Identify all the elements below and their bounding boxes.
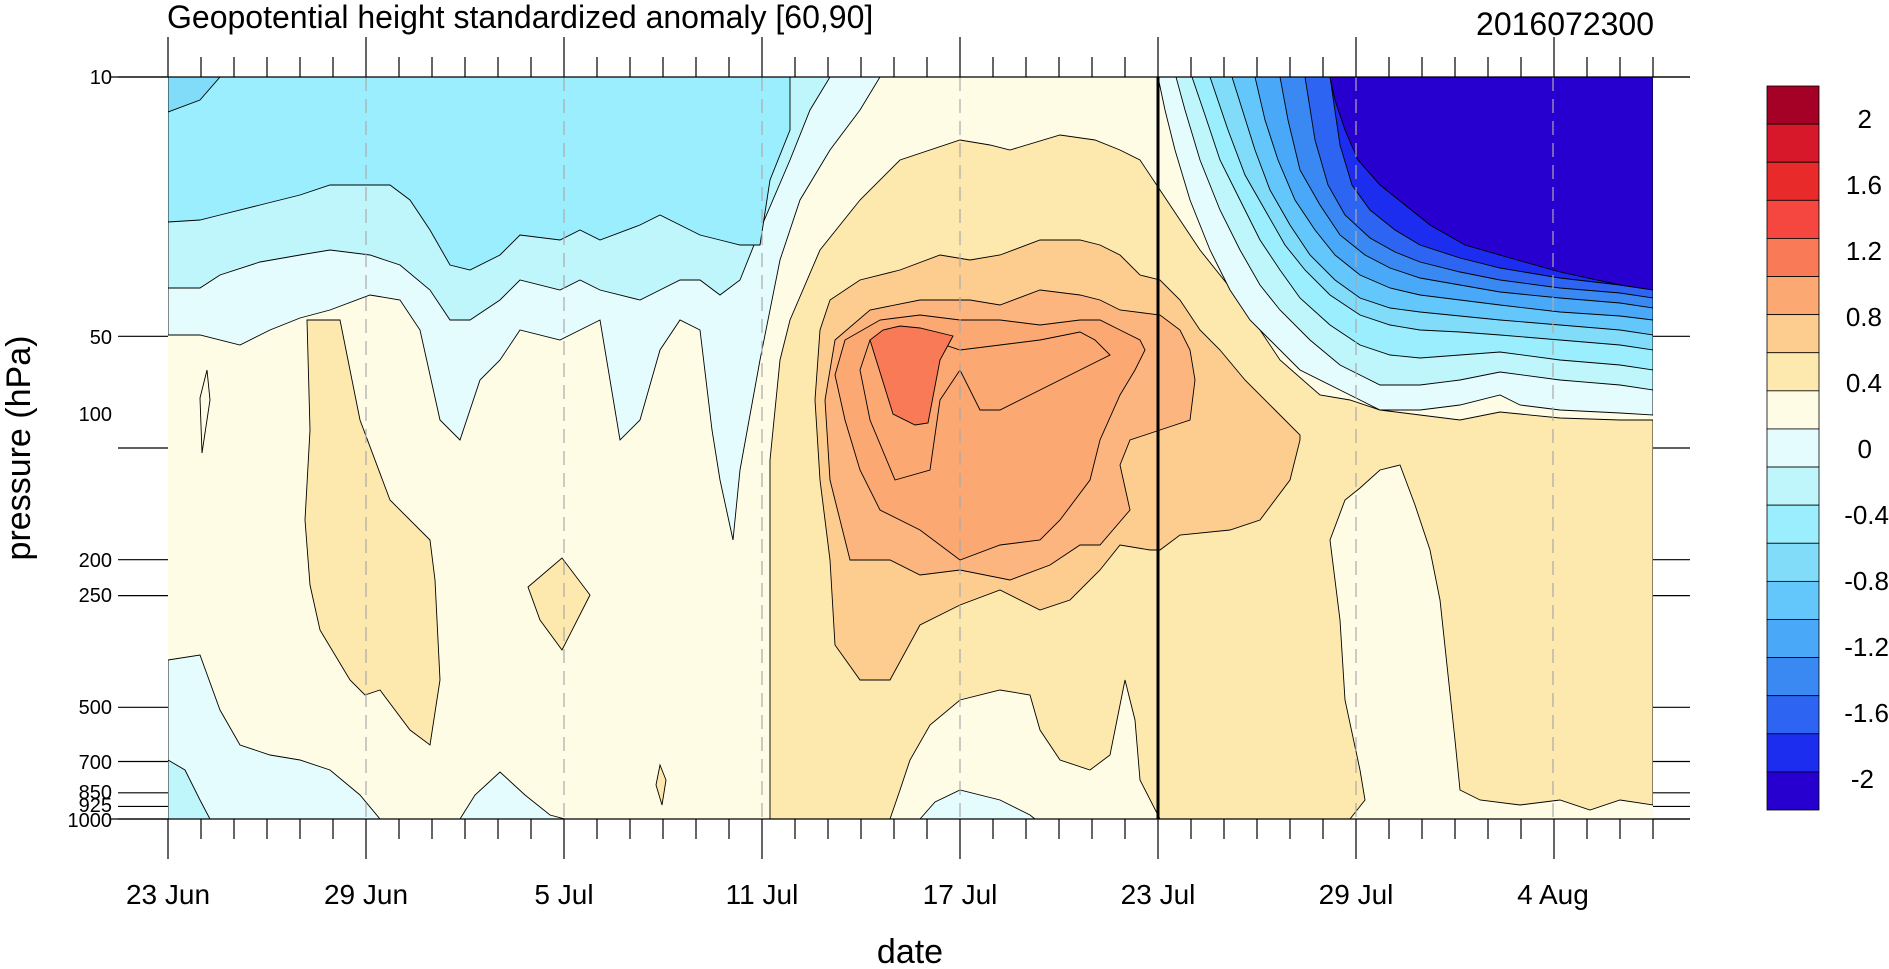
colorbar-label: -0.8 xyxy=(1844,566,1889,596)
contour-small-left xyxy=(199,369,211,454)
colorbar xyxy=(1766,85,1820,811)
colorbar-label: -0.4 xyxy=(1844,500,1889,530)
y-tick-label: 925 xyxy=(79,795,112,817)
y-tick-label: 250 xyxy=(79,585,112,607)
x-axis-ticks xyxy=(167,37,1654,859)
y-tick-label: 10 xyxy=(90,67,112,89)
y-tick-label: 500 xyxy=(79,697,112,719)
colorbar-swatch xyxy=(1766,276,1820,316)
colorbar-label: -1.2 xyxy=(1844,632,1889,662)
colorbar-label: 2 xyxy=(1858,104,1872,134)
colorbar-label: 1.6 xyxy=(1846,170,1882,200)
x-tick-label: 23 Jul xyxy=(1121,879,1196,910)
colorbar-label: 0.8 xyxy=(1846,302,1882,332)
colorbar-swatch xyxy=(1766,428,1820,468)
y-axis-title: pressure (hPa) xyxy=(0,336,38,561)
y-tick-label: 1000 xyxy=(68,810,113,832)
colorbar-label: 1.2 xyxy=(1846,236,1882,266)
colorbar-labels: 2 1.6 1.2 0.8 0.4 0 -0.4 -0.8 -1.2 -1.6 … xyxy=(1844,104,1889,794)
contour-region-pos-left-1 xyxy=(304,319,441,746)
chart-timestamp: 2016072300 xyxy=(1476,6,1654,42)
x-tick-label: 29 Jun xyxy=(324,879,408,910)
y-axis-ticks xyxy=(118,76,1690,820)
colorbar-swatch xyxy=(1766,657,1820,697)
colorbar-swatch xyxy=(1766,238,1820,277)
x-tick-label: 17 Jul xyxy=(923,879,998,910)
date-gridlines xyxy=(365,77,1554,819)
colorbar-label: -1.6 xyxy=(1844,698,1889,728)
colorbar-swatch xyxy=(1766,352,1820,392)
x-tick-label: 5 Jul xyxy=(534,879,593,910)
contour-region-neg-bottom-2 xyxy=(168,759,211,819)
contour-region-0-pocket xyxy=(889,679,1161,819)
contour-region-pos-left-2 xyxy=(527,557,591,651)
y-tick-label: 700 xyxy=(79,752,112,774)
colorbar-swatch xyxy=(1766,771,1820,811)
colorbar-swatch xyxy=(1766,542,1820,582)
x-tick-label: 4 Aug xyxy=(1517,879,1589,910)
y-tick-label: 200 xyxy=(79,550,112,572)
x-axis-title: date xyxy=(877,933,943,969)
colorbar-label: 0.4 xyxy=(1846,368,1882,398)
y-tick-labels: 10 50 100 200 250 500 700 850 925 1000 xyxy=(68,67,113,832)
colorbar-swatch xyxy=(1766,619,1820,658)
colorbar-swatch xyxy=(1766,161,1820,201)
colorbar-label: 0 xyxy=(1858,434,1872,464)
contour-region-neg-bottom xyxy=(168,654,381,819)
y-tick-label: 850 xyxy=(79,782,112,804)
axes-frame xyxy=(110,76,1690,820)
chart-title: Geopotential height standardized anomaly… xyxy=(167,0,873,35)
contour-region-neg-0.6 xyxy=(168,77,791,271)
x-tick-label: 11 Jul xyxy=(726,879,799,910)
x-tick-label: 29 Jul xyxy=(1319,879,1394,910)
colorbar-swatch xyxy=(1766,733,1820,773)
contour-region-neg-0.8 xyxy=(168,77,221,113)
colorbar-swatch xyxy=(1766,390,1820,430)
x-tick-label: 23 Jun xyxy=(126,879,210,910)
contour-region-pos-left-3 xyxy=(655,763,667,806)
colorbar-swatch xyxy=(1766,504,1820,544)
contour-region-pos-1.2 xyxy=(869,325,954,426)
y-tick-label: 50 xyxy=(90,327,112,349)
colorbar-swatch xyxy=(1766,466,1820,506)
y-tick-label: 100 xyxy=(79,404,112,426)
colorbar-swatch xyxy=(1766,85,1820,125)
colorbar-swatch xyxy=(1766,123,1820,163)
colorbar-swatch xyxy=(1766,580,1820,620)
contour-field xyxy=(168,77,1653,819)
contour-region-neg-bottom-3 xyxy=(459,771,566,819)
colorbar-label: -2 xyxy=(1851,764,1874,794)
contour-region-neg-r-min xyxy=(1329,77,1653,291)
colorbar-swatch xyxy=(1766,314,1820,354)
colorbar-swatch xyxy=(1766,695,1820,735)
contour-region-neg-center-bottom xyxy=(919,789,1036,819)
x-tick-labels: 23 Jun 29 Jun 5 Jul 11 Jul 17 Jul 23 Jul… xyxy=(126,879,1589,910)
colorbar-swatch xyxy=(1766,199,1820,239)
